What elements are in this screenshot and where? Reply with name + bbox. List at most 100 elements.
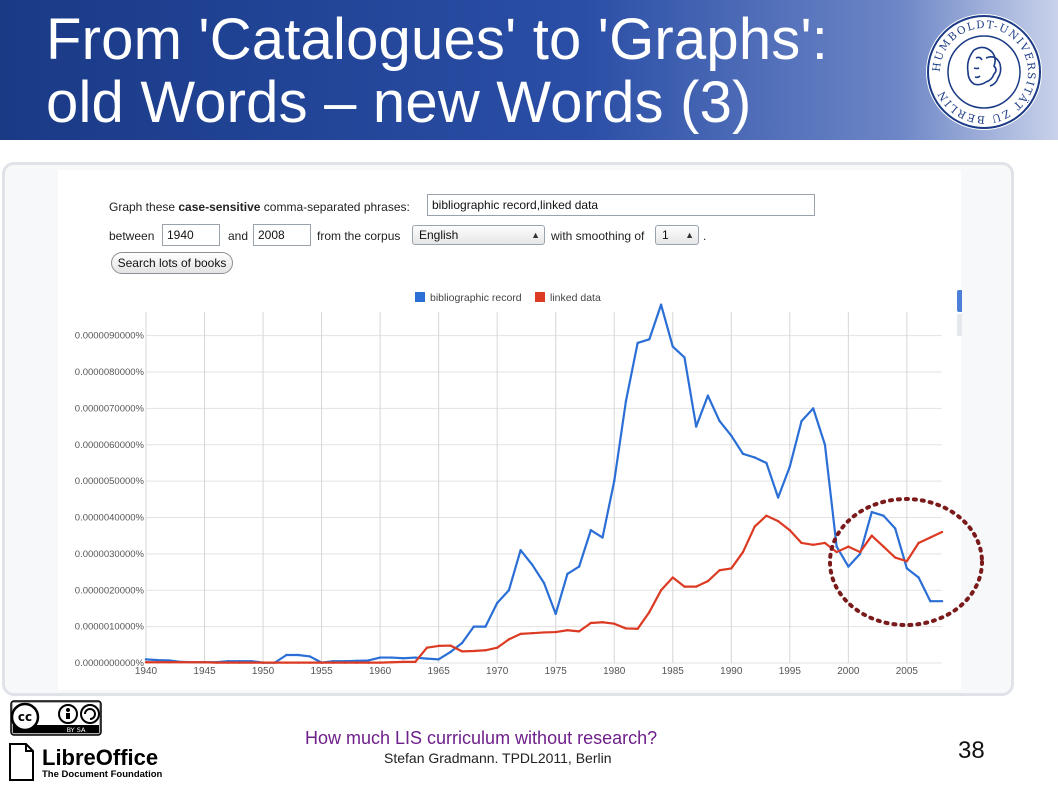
y-tick-label: 0.0000030000% [75, 549, 145, 560]
between-label: between [109, 229, 155, 243]
data-point [472, 649, 475, 653]
data-point [542, 631, 546, 634]
data-point [355, 661, 358, 664]
x-tick-label: 1960 [369, 666, 392, 677]
data-point [273, 661, 276, 664]
data-point [414, 660, 417, 664]
slide-title-line-1: From 'Catalogues' to 'Graphs': [46, 7, 829, 72]
search-lots-of-books-button[interactable]: Search lots of books [111, 252, 233, 274]
data-point [554, 630, 557, 634]
data-point [765, 461, 768, 465]
data-point [835, 550, 838, 554]
data-point [636, 341, 639, 345]
highlight-circle-annotation [828, 497, 984, 627]
data-point [870, 534, 873, 537]
data-point [882, 545, 885, 548]
data-point [238, 661, 241, 664]
x-tick-label: 1970 [486, 666, 509, 677]
y-tick-label: 0.0000010000% [75, 622, 145, 633]
x-axis-ticks: 1940 1945 1950 1955 1960 1965 1970 1975 1980 1985… [135, 666, 919, 677]
data-point [893, 556, 897, 559]
legend-label: linked data [550, 292, 601, 304]
data-point [296, 661, 300, 664]
y-tick-label: 0.0000000000% [75, 658, 145, 669]
data-point [776, 519, 780, 523]
data-point [226, 661, 230, 664]
data-point [765, 514, 768, 517]
data-point [601, 536, 604, 539]
data-point [425, 646, 429, 649]
y-tick-label: 0.0000090000% [75, 331, 145, 342]
data-point [215, 661, 218, 664]
data-point [402, 657, 405, 660]
slide-title-line-2: old Words – new Words (3) [46, 70, 752, 135]
legend-label: bibliographic record [430, 292, 522, 304]
data-point [683, 356, 686, 359]
libreoffice-logo: LibreOffice The Document Foundation [9, 743, 163, 781]
data-point [741, 550, 745, 554]
data-point [414, 656, 417, 659]
university-seal-logo: HUMBOLDT-UNIVERSITÄT ZU BERLIN [926, 14, 1042, 130]
ngram-line-chart: bibliographic record linked data 0.000000… [75, 292, 984, 677]
data-point [472, 625, 475, 628]
data-point [648, 610, 651, 614]
data-point [659, 589, 663, 592]
x-tick-label: 1940 [135, 666, 158, 677]
data-point [730, 434, 733, 437]
footer-title: How much LIS curriculum without research… [305, 728, 658, 748]
data-point [495, 601, 499, 605]
y-tick-label: 0.0000080000% [75, 367, 145, 378]
slide-title: From 'Catalogues' to 'Graphs': old Words… [46, 8, 916, 134]
data-point [940, 530, 944, 534]
data-point [613, 622, 616, 625]
data-point [367, 659, 370, 662]
graph-phrases-label: Graph these case-sensitive comma-separat… [109, 200, 410, 214]
data-point [589, 529, 593, 532]
page-number: 38 [958, 737, 985, 764]
y-axis-ticks: 0.0000000000% 0.0000010000% 0.0000020000% 0… [75, 331, 145, 669]
data-point [191, 661, 195, 664]
data-point [156, 661, 159, 664]
ngram-viewer-screenshot: Graph these case-sensitive comma-separat… [58, 170, 961, 690]
smoothing-select[interactable]: 1 ▲ [655, 225, 699, 245]
corpus-select[interactable]: English ▲ [412, 225, 545, 245]
data-point [905, 567, 909, 570]
x-tick-label: 1985 [662, 666, 685, 677]
data-point [694, 585, 698, 588]
y-tick-label: 0.0000050000% [75, 476, 145, 487]
y-tick-label: 0.0000020000% [75, 585, 145, 596]
start-year-input[interactable]: 1940 [162, 224, 220, 246]
data-point [929, 536, 932, 539]
data-point [589, 621, 593, 625]
x-tick-label: 2005 [896, 666, 919, 677]
cc-logo-icon [10, 702, 40, 732]
data-point [812, 407, 815, 410]
data-point [905, 559, 909, 563]
data-point [730, 567, 733, 570]
data-point [566, 572, 569, 576]
data-point [296, 653, 300, 657]
creative-commons-by-sa-badge: cc BY SA [10, 700, 102, 736]
data-point [648, 338, 651, 341]
side-tab-grey[interactable] [957, 314, 962, 336]
data-point [753, 456, 756, 459]
data-point [156, 658, 159, 662]
data-point [144, 658, 148, 661]
x-tick-label: 1950 [252, 666, 275, 677]
data-point [776, 496, 780, 499]
data-point [858, 550, 862, 554]
data-point [823, 541, 827, 545]
phrases-input[interactable]: bibliographic record,linked data [427, 194, 815, 216]
period-text: . [703, 229, 707, 243]
data-point [577, 565, 581, 568]
side-tab-blue[interactable] [957, 290, 962, 312]
data-point [917, 541, 920, 545]
cc-label: cc [18, 710, 32, 724]
data-point [460, 650, 464, 653]
data-point [870, 510, 873, 514]
end-year-input[interactable]: 2008 [253, 224, 311, 246]
data-point [390, 661, 394, 664]
data-point [554, 612, 557, 616]
chart-series [144, 303, 944, 664]
smoothing-select-value: 1 [662, 228, 669, 242]
